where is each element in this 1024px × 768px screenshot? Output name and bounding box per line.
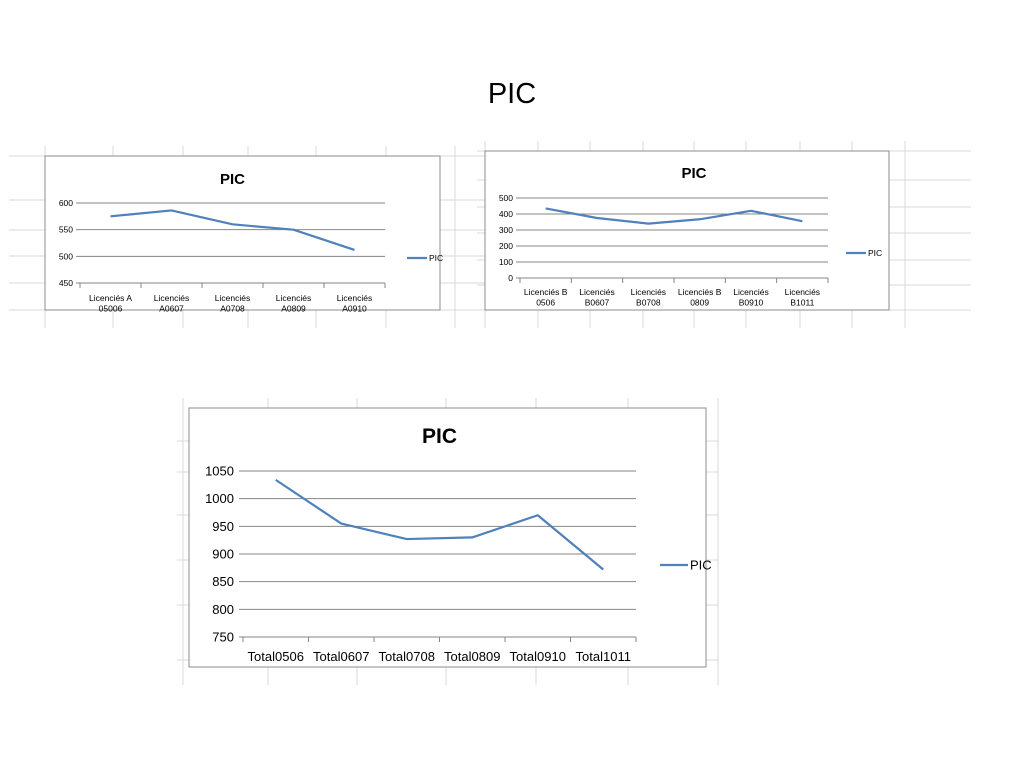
x-tick-label: Total0506 — [248, 649, 304, 664]
x-tick-label: Licenciés B1011 — [785, 287, 820, 308]
series-line-pic — [275, 478, 604, 571]
chart-total: PIC 750 800 850 900 950 1000 1050 Total0506 Total… — [177, 398, 719, 685]
slide-title: PIC — [487, 78, 537, 110]
y-tick-label: 600 — [59, 198, 73, 208]
x-tick-label: Licenciés A0708 — [215, 293, 250, 314]
x-tick-label-line: B0708 — [636, 298, 661, 308]
legend-label: PIC — [690, 558, 712, 573]
x-tick-label-line: Licenciés — [785, 287, 820, 297]
x-tick-label: Total0607 — [313, 649, 369, 664]
x-tick-label: Licenciés A0809 — [276, 293, 311, 314]
x-tick-label: Licenciés B 0809 — [678, 287, 722, 308]
x-tick-label: Total1011 — [576, 649, 631, 664]
y-tick-label: 800 — [212, 602, 234, 617]
x-tick-label: Licenciés B0607 — [579, 287, 614, 308]
x-tick-label-line: A0809 — [281, 304, 306, 314]
x-tick-label: Licenciés B 0506 — [524, 287, 568, 308]
legend-label: PIC — [868, 248, 882, 258]
y-tick-label: 0 — [508, 273, 513, 283]
x-tick-label-line: Licenciés — [579, 287, 614, 297]
y-tick-label: 100 — [499, 257, 513, 267]
y-tick-label: 500 — [499, 193, 513, 203]
y-tick-label: 900 — [212, 547, 234, 562]
x-tick-label-line: Licenciés A — [89, 293, 132, 303]
x-tick-label: Licenciés B0910 — [733, 287, 768, 308]
x-tick-label-line: 0809 — [690, 298, 709, 308]
legend-label: PIC — [429, 253, 443, 263]
chart-title: PIC — [220, 171, 245, 188]
x-tick-label-line: 05006 — [99, 304, 123, 314]
series-line-pic — [545, 207, 803, 225]
chart-title: PIC — [422, 425, 457, 448]
x-tick-label-line: Licenciés B — [678, 287, 722, 297]
chart-title: PIC — [681, 165, 706, 182]
x-tick-label: Licenciés A0910 — [337, 293, 372, 314]
y-tick-label: 1050 — [205, 464, 234, 479]
x-tick-label: Total0910 — [510, 649, 566, 664]
x-tick-label-line: Total0506 — [248, 649, 304, 664]
y-tick-label: 550 — [59, 225, 73, 235]
x-tick-label-line: A0708 — [220, 304, 245, 314]
x-tick-label-line: Total1011 — [576, 649, 631, 664]
x-tick-label-line: B1011 — [790, 298, 814, 308]
x-tick-label: Licenciés B0708 — [631, 287, 666, 308]
x-tick-label: Licenciés A 05006 — [89, 293, 132, 314]
x-tick-label-line: Licenciés — [215, 293, 250, 303]
y-tick-label: 450 — [59, 278, 73, 288]
y-tick-label: 500 — [59, 251, 73, 261]
x-tick-label: Licenciés A0607 — [154, 293, 189, 314]
y-tick-label: 400 — [499, 209, 513, 219]
x-tick-label-line: Licenciés — [733, 287, 768, 297]
y-tick-label: 950 — [212, 519, 234, 534]
x-tick-label: Total0809 — [444, 649, 500, 664]
x-tick-label-line: B0910 — [739, 298, 764, 308]
x-tick-label-line: Licenciés — [631, 287, 666, 297]
x-tick-label-line: Total0910 — [510, 649, 566, 664]
y-tick-label: 300 — [499, 225, 513, 235]
x-tick-label-line: B0607 — [585, 298, 610, 308]
x-tick-label-line: Licenciés — [154, 293, 189, 303]
x-tick-label-line: A0607 — [159, 304, 184, 314]
y-tick-label: 200 — [499, 241, 513, 251]
x-tick-label-line: Total0607 — [313, 649, 369, 664]
x-tick-label-line: A0910 — [342, 304, 367, 314]
y-tick-label: 1000 — [205, 491, 234, 506]
y-tick-label: 850 — [212, 574, 234, 589]
x-tick-label-line: 0506 — [536, 298, 555, 308]
x-tick-label: Total0708 — [379, 649, 435, 664]
x-tick-label-line: Licenciés — [337, 293, 372, 303]
x-tick-label-line: Total0708 — [379, 649, 435, 664]
x-tick-label-line: Licenciés B — [524, 287, 568, 297]
y-tick-label: 750 — [212, 630, 234, 645]
chart-frame — [44, 155, 441, 311]
x-tick-label-line: Total0809 — [444, 649, 500, 664]
x-tick-label-line: Licenciés — [276, 293, 311, 303]
